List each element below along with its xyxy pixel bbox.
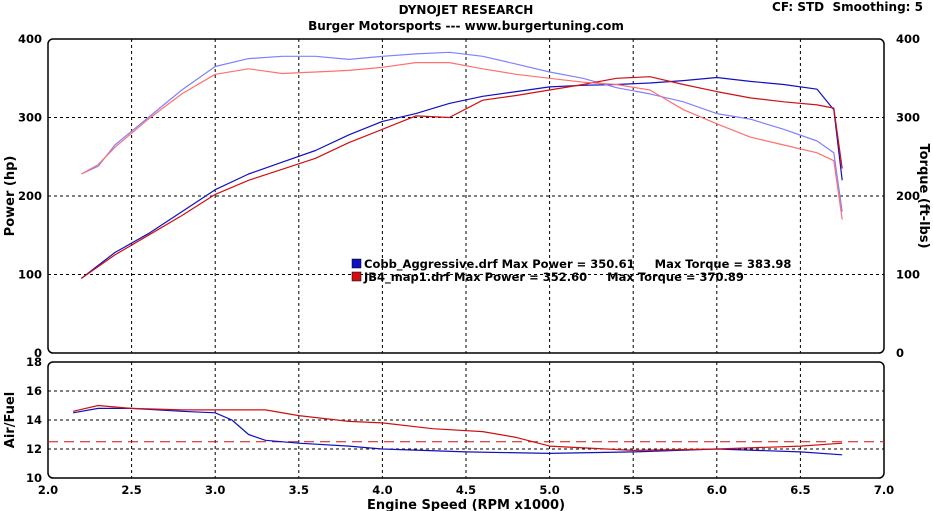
rpm-axis-label: Engine Speed (RPM x1000) (367, 498, 565, 511)
torque-axis-label: Torque (ft-lbs) (916, 143, 931, 248)
legend-entry-jb4: JB4_map1.drf Max Power = 352.60 Max Torq… (363, 270, 744, 285)
air-fuel-grid (48, 362, 884, 478)
rpm-tick-label: 7.0 (874, 483, 894, 497)
air-fuel-series (72, 404, 843, 456)
power-torque-series (81, 51, 843, 279)
power-torque-grid (48, 39, 884, 353)
air-fuel-tick-label: 16 (26, 384, 42, 398)
rpm-tick-label: 6.5 (790, 483, 810, 497)
settings-readout: CF: STD Smoothing: 5 (772, 0, 923, 14)
rpm-tick-label: 4.5 (456, 483, 476, 497)
series-line-air-fuel (72, 407, 843, 456)
air-fuel-tick-label: 10 (26, 471, 42, 485)
rpm-axis-ticks: 2.0 2.5 3.0 3.5 4.0 4.5 5.0 5.5 6.0 6.5 7.0 (38, 483, 894, 497)
chart-title: DYNOJET RESEARCH (399, 3, 534, 17)
air-fuel-axis-label: Air/Fuel (3, 392, 18, 448)
legend-entry-cobb: Cobb_Aggressive.drf Max Power = 350.61 M… (364, 257, 791, 272)
rpm-tick-label: 4.0 (372, 483, 392, 497)
series-line-power (81, 76, 843, 279)
rpm-tick-label: 3.0 (205, 483, 225, 497)
torque-tick-label: 0 (896, 346, 904, 360)
torque-tick-label: 100 (896, 268, 920, 282)
torque-tick-label: 200 (896, 189, 920, 203)
air-fuel-axis-ticks: 10 12 14 16 18 (26, 355, 42, 485)
legend-swatch-jb4 (351, 271, 362, 282)
series-line-torque (81, 61, 843, 220)
air-fuel-tick-label: 14 (26, 413, 42, 427)
rpm-tick-label: 6.0 (707, 483, 727, 497)
rpm-tick-label: 5.5 (623, 483, 643, 497)
legend: Cobb_Aggressive.drf Max Power = 350.61 M… (351, 257, 791, 285)
torque-tick-label: 400 (896, 32, 920, 46)
torque-axis-ticks: 0 100 200 300 400 (896, 32, 920, 360)
power-torque-panel: 0 100 200 300 400 0 100 200 300 400 Power (hp) T… (3, 32, 931, 360)
air-fuel-panel: 10 12 14 16 18 2.0 2.5 3.0 3.5 4.0 4.5 5.0 5.5 6.0 6.… (3, 355, 894, 511)
chart-subtitle: Burger Motorsports --- www.burgertuning.… (308, 19, 624, 33)
power-axis-label: Power (hp) (3, 156, 18, 237)
power-tick-label: 400 (18, 32, 42, 46)
air-fuel-tick-label: 18 (26, 355, 42, 369)
power-tick-label: 200 (18, 189, 42, 203)
rpm-tick-label: 3.5 (289, 483, 309, 497)
power-tick-label: 100 (18, 268, 42, 282)
rpm-tick-label: 2.0 (38, 483, 58, 497)
power-tick-label: 0 (34, 346, 42, 360)
air-fuel-tick-label: 12 (26, 442, 42, 456)
series-line-air-fuel (72, 404, 843, 451)
legend-swatch-cobb (351, 258, 362, 269)
torque-tick-label: 300 (896, 111, 920, 125)
power-axis-ticks: 0 100 200 300 400 (18, 32, 42, 360)
rpm-tick-label: 5.0 (539, 483, 559, 497)
rpm-tick-label: 2.5 (121, 483, 141, 497)
series-line-power (81, 76, 843, 279)
power-tick-label: 300 (18, 111, 42, 125)
series-line-torque (81, 51, 843, 212)
